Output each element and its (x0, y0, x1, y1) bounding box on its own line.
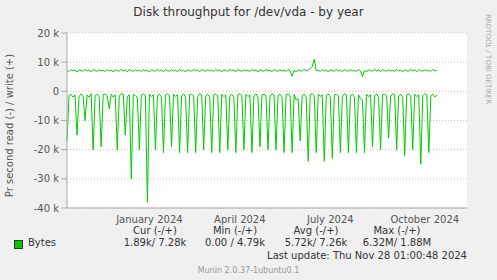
svg-text:20 k: 20 k (37, 28, 59, 39)
svg-text:July 2024: July 2024 (306, 214, 354, 225)
html-text:Last update: Thu Nov 28 01:00:: Last update: Thu Nov 28 01:00:48 2024 (267, 250, 467, 261)
html-text:Cur (-/+): Cur (-/+) (133, 225, 177, 236)
svg-text:April 2024: April 2024 (214, 214, 265, 225)
svg-text:January 2024: January 2024 (115, 214, 183, 225)
html-text:Bytes: Bytes (28, 237, 57, 248)
html-text:5.72k/ 7.26k: 5.72k/ 7.26k (284, 237, 348, 248)
html-text:Min (-/+): Min (-/+) (213, 225, 257, 236)
html-text:RRDTOOL / TOBI OETIKER: RRDTOOL / TOBI OETIKER (484, 14, 492, 105)
svg-text:-20 k: -20 k (34, 144, 60, 155)
html-text:6.32M/ 1.88M: 6.32M/ 1.88M (362, 237, 432, 248)
svg-text:-10 k: -10 k (34, 115, 60, 126)
html-text:Munin 2.0.37-1ubuntu0.1: Munin 2.0.37-1ubuntu0.1 (197, 266, 300, 275)
html-text:Avg (-/+): Avg (-/+) (293, 225, 339, 236)
html-text:Max (-/+): Max (-/+) (373, 225, 421, 236)
html-text:1.89k/ 7.28k: 1.89k/ 7.28k (123, 237, 187, 248)
svg-text:10 k: 10 k (37, 57, 59, 68)
html-text:Pr second read (-) / write (+): Pr second read (-) / write (+) (3, 53, 15, 198)
svg-text:-30 k: -30 k (34, 173, 60, 184)
html-text:Disk throughput for /dev/vda -: Disk throughput for /dev/vda - by year (133, 5, 364, 19)
html-text:0.00 / 4.79k: 0.00 / 4.79k (205, 237, 265, 248)
svg-text:October 2024: October 2024 (390, 214, 459, 225)
svg-text:0: 0 (53, 86, 59, 97)
svg-text:-40 k: -40 k (34, 203, 60, 214)
